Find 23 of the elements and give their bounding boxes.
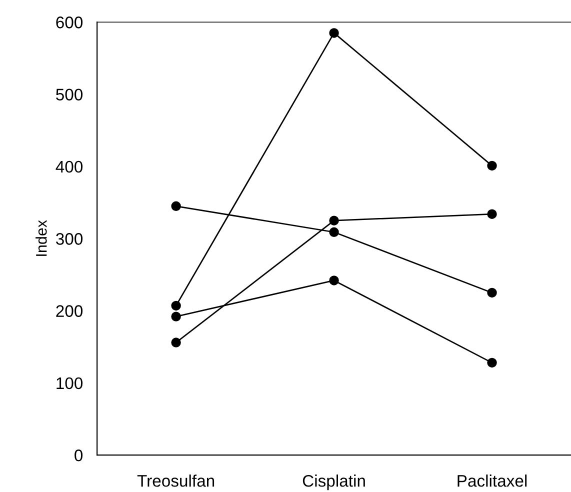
- x-tick-label: Cisplatin: [302, 474, 365, 490]
- point: [487, 160, 497, 171]
- y-tick-label: 100: [56, 377, 83, 390]
- y-tick-label: 600: [56, 16, 83, 28]
- point: [329, 227, 339, 237]
- y-tick-label: 300: [56, 233, 83, 245]
- point: [171, 201, 181, 212]
- y-axis-title: Index: [36, 220, 47, 256]
- point: [487, 288, 497, 298]
- point: [329, 216, 339, 226]
- point: [487, 209, 497, 219]
- point: [487, 358, 497, 368]
- y-tick-label: 400: [56, 160, 83, 173]
- y-tick-label: 500: [56, 88, 83, 101]
- point: [171, 312, 181, 322]
- x-tick-label: Paclitaxel: [458, 474, 527, 487]
- point: [171, 338, 181, 348]
- y-tick-label: 200: [56, 305, 83, 317]
- y-tick-label: 0: [74, 450, 83, 462]
- x-tick-label: Treosulfan: [137, 474, 214, 487]
- point: [329, 276, 339, 286]
- point: [171, 300, 181, 311]
- point: [329, 28, 339, 38]
